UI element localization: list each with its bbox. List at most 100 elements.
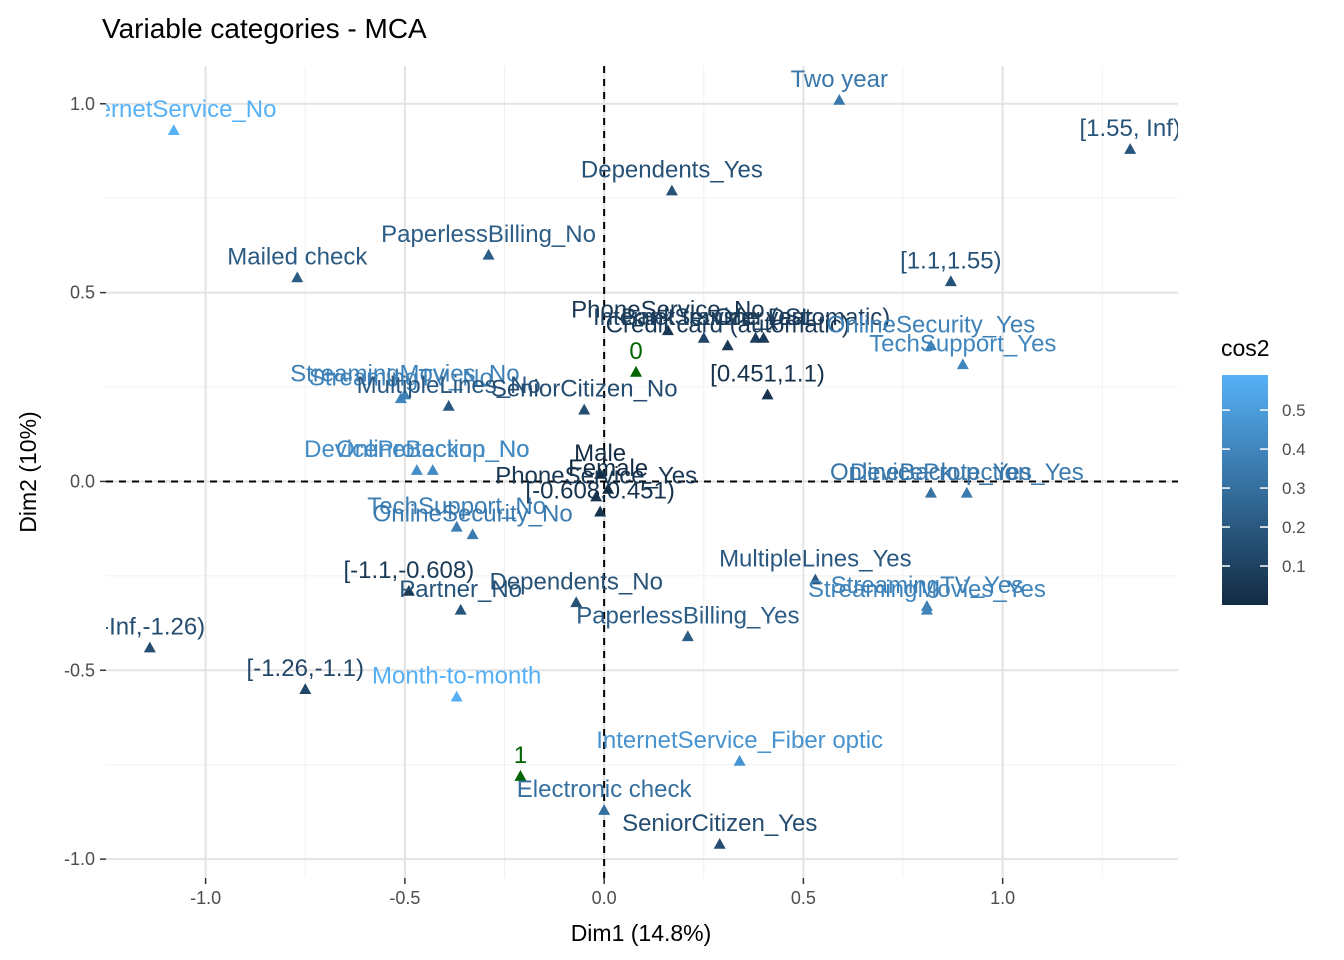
point-label: [-1.1,-0.608) (344, 557, 475, 584)
data-point (570, 596, 583, 608)
legend: cos2 0.1 0.2 0.3 0.4 0.5 (1221, 335, 1306, 605)
data-point (602, 482, 615, 494)
plot-panel (106, 66, 1178, 878)
point-label: StreamingTV_No (309, 364, 493, 391)
point-label: Female (568, 455, 648, 482)
y-axis-title: Dim2 (10%) (15, 411, 41, 532)
point-label: PhoneService_No (571, 296, 764, 323)
data-point (661, 324, 674, 336)
point-label: PaperlessBilling_No (381, 221, 596, 248)
point-label: Dependents_No (490, 568, 663, 595)
point-label: [1.1,1.55) (900, 247, 1001, 274)
point-label: Month-to-month (372, 663, 541, 690)
data-point (143, 641, 156, 653)
point-label: DeviceProtection_Yes (850, 459, 1084, 486)
chart-title: Variable categories - MCA (102, 13, 427, 44)
point-label: OnlineBackup_No (336, 436, 529, 463)
legend-tick-label: 0.4 (1282, 440, 1306, 459)
data-point (514, 770, 527, 781)
y-axis-ticks: -1.0 -0.5 0.0 0.5 1.0 (64, 94, 106, 869)
point-label: Partner_No (399, 576, 522, 603)
data-point (299, 683, 312, 694)
data-point (426, 464, 439, 475)
data-point (920, 603, 933, 615)
point-label: StreamingMovies_Yes (808, 576, 1046, 603)
point-label: InternetService_Fiber optic (596, 727, 883, 754)
data-point (1124, 143, 1137, 154)
data-point (590, 490, 603, 502)
y-tick-label: -0.5 (64, 660, 95, 680)
point-label: Two year (791, 66, 888, 93)
point-label: [0.451,1.1) (710, 361, 825, 388)
point-label: SeniorCitizen_No (491, 376, 678, 403)
point-label: StreamingMovies_No (290, 361, 519, 388)
data-point (482, 248, 495, 260)
point-label: DeviceProtection_No (304, 436, 529, 463)
point-label: Mailed check (227, 243, 368, 270)
point-label: MultipleLines_No (357, 372, 541, 399)
data-point (721, 339, 734, 351)
y-tick-label: 0.0 (70, 471, 95, 491)
data-point (594, 467, 607, 479)
point-label: InternetService_No (71, 96, 276, 123)
data-point (809, 573, 822, 585)
point-label: Bank transfer (automatic) (621, 304, 890, 331)
data-point (402, 584, 415, 596)
reference-lines (106, 66, 1178, 878)
point-label: OnlineSecurity_Yes (827, 311, 1036, 338)
x-tick-label: -1.0 (190, 888, 221, 908)
point-label: [-Inf,-1.26) (94, 614, 205, 641)
data-point (924, 486, 937, 498)
point-label: Dependents_Yes (581, 157, 763, 184)
data-point (733, 754, 746, 766)
data-point (167, 124, 180, 136)
data-point (956, 358, 969, 370)
y-tick-label: -1.0 (64, 849, 95, 869)
data-point (681, 630, 694, 642)
x-axis-title: Dim1 (14.8%) (571, 920, 712, 946)
data-point (960, 486, 973, 498)
point-label: [-0.608,0.451) (525, 478, 674, 505)
legend-title: cos2 (1221, 335, 1270, 361)
data-point (466, 528, 479, 540)
x-tick-label: -0.5 (389, 888, 420, 908)
point-label: Male (574, 440, 626, 467)
x-axis-ticks: -1.0 -0.5 0.0 0.5 1.0 (190, 878, 1015, 908)
legend-tick-label: 0.5 (1282, 401, 1306, 420)
point-label: 1 (514, 742, 527, 769)
y-tick-label: 0.5 (70, 283, 95, 303)
data-point (291, 271, 304, 283)
data-point (594, 505, 607, 517)
data-point (578, 403, 591, 415)
data-point (454, 603, 467, 615)
data-point (630, 365, 643, 377)
data-point (697, 331, 710, 343)
point-label: PhoneService_Yes (495, 463, 697, 490)
data-point (450, 690, 463, 702)
point-label: Electronic check (517, 776, 693, 803)
x-tick-label: 0.0 (592, 888, 617, 908)
point-label: [1.55, Inf) (1079, 115, 1180, 142)
point-label: OnlineSecurity_No (373, 500, 573, 527)
point-label: [-1.26,-1.1) (247, 655, 364, 682)
data-point (598, 804, 611, 815)
data-point (944, 275, 957, 287)
x-tick-label: 0.5 (791, 888, 816, 908)
data-point (442, 399, 455, 411)
point-label: TechSupport_No (367, 493, 546, 520)
grid (106, 66, 1178, 878)
legend-tick-label: 0.2 (1282, 518, 1306, 537)
data-point (833, 93, 846, 105)
data-point (398, 388, 411, 400)
data-point (761, 388, 774, 400)
points (143, 93, 1137, 849)
point-label: TechSupport_Yes (869, 330, 1056, 357)
point-label: SeniorCitizen_Yes (622, 810, 817, 837)
legend-ticks: 0.1 0.2 0.3 0.4 0.5 (1222, 401, 1306, 576)
x-tick-label: 1.0 (990, 888, 1015, 908)
data-point (757, 331, 770, 343)
point-label: Credit card (automatic) (606, 311, 850, 338)
legend-tick-label: 0.1 (1282, 557, 1306, 576)
point-label: One year (714, 304, 813, 331)
